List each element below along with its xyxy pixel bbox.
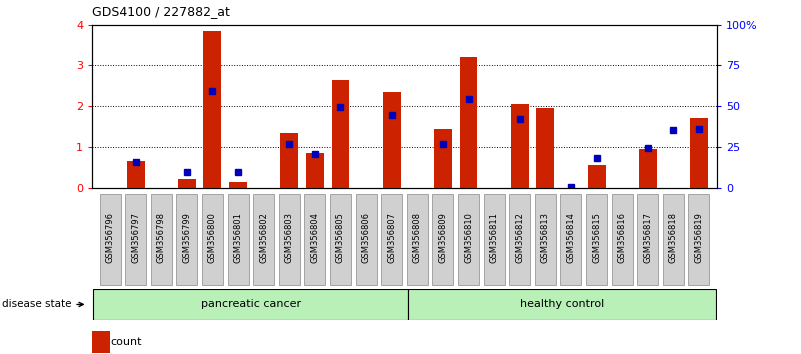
FancyBboxPatch shape <box>99 194 120 285</box>
Text: GSM356806: GSM356806 <box>361 212 371 263</box>
Text: GSM356800: GSM356800 <box>208 212 217 263</box>
Bar <box>229 182 247 188</box>
Text: GSM356812: GSM356812 <box>515 212 524 263</box>
Text: healthy control: healthy control <box>520 299 604 309</box>
Text: GSM356817: GSM356817 <box>643 212 652 263</box>
Text: GSM356804: GSM356804 <box>310 212 320 263</box>
FancyBboxPatch shape <box>484 194 505 285</box>
Text: GSM356801: GSM356801 <box>234 212 243 263</box>
Text: GSM356809: GSM356809 <box>438 212 448 263</box>
Text: disease state: disease state <box>2 299 83 309</box>
FancyBboxPatch shape <box>381 194 402 285</box>
FancyBboxPatch shape <box>304 194 325 285</box>
Text: count: count <box>111 337 143 347</box>
Text: GSM356797: GSM356797 <box>131 212 140 263</box>
FancyBboxPatch shape <box>612 194 633 285</box>
Text: GSM356811: GSM356811 <box>489 212 499 263</box>
Text: GSM356819: GSM356819 <box>694 212 703 263</box>
FancyBboxPatch shape <box>330 194 351 285</box>
Text: GSM356808: GSM356808 <box>413 212 422 263</box>
Text: GSM356816: GSM356816 <box>618 212 626 263</box>
Text: GSM356815: GSM356815 <box>592 212 601 263</box>
Text: GSM356798: GSM356798 <box>157 212 166 263</box>
Bar <box>537 108 554 188</box>
Bar <box>690 118 708 188</box>
Text: GSM356807: GSM356807 <box>387 212 396 263</box>
Bar <box>434 129 452 188</box>
FancyBboxPatch shape <box>509 194 530 285</box>
FancyBboxPatch shape <box>356 194 376 285</box>
Text: pancreatic cancer: pancreatic cancer <box>201 299 301 309</box>
Text: GDS4100 / 227882_at: GDS4100 / 227882_at <box>92 5 230 18</box>
Bar <box>280 133 298 188</box>
FancyBboxPatch shape <box>253 194 274 285</box>
Text: GSM356803: GSM356803 <box>285 212 294 263</box>
FancyBboxPatch shape <box>227 194 248 285</box>
FancyBboxPatch shape <box>151 194 171 285</box>
Bar <box>460 57 477 188</box>
Bar <box>332 80 349 188</box>
FancyBboxPatch shape <box>638 194 658 285</box>
FancyBboxPatch shape <box>433 194 453 285</box>
FancyBboxPatch shape <box>407 194 428 285</box>
FancyBboxPatch shape <box>176 194 197 285</box>
Bar <box>92 331 110 353</box>
Bar <box>127 161 145 188</box>
FancyBboxPatch shape <box>535 194 556 285</box>
FancyBboxPatch shape <box>202 194 223 285</box>
Text: GSM356814: GSM356814 <box>566 212 575 263</box>
Text: GSM356818: GSM356818 <box>669 212 678 263</box>
Text: GSM356805: GSM356805 <box>336 212 345 263</box>
FancyBboxPatch shape <box>409 289 715 320</box>
Text: GSM356813: GSM356813 <box>541 212 549 263</box>
Bar <box>511 104 529 188</box>
Text: GSM356799: GSM356799 <box>183 212 191 263</box>
FancyBboxPatch shape <box>125 194 146 285</box>
Bar <box>203 31 221 188</box>
FancyBboxPatch shape <box>561 194 582 285</box>
Text: GSM356802: GSM356802 <box>260 212 268 263</box>
FancyBboxPatch shape <box>458 194 479 285</box>
FancyBboxPatch shape <box>94 289 409 320</box>
FancyBboxPatch shape <box>689 194 710 285</box>
Bar <box>588 165 606 188</box>
Text: GSM356810: GSM356810 <box>464 212 473 263</box>
FancyBboxPatch shape <box>279 194 300 285</box>
Bar <box>383 92 400 188</box>
FancyBboxPatch shape <box>663 194 684 285</box>
FancyBboxPatch shape <box>586 194 607 285</box>
Bar <box>306 153 324 188</box>
Text: GSM356796: GSM356796 <box>106 212 115 263</box>
Bar <box>178 179 195 188</box>
Bar <box>639 149 657 188</box>
